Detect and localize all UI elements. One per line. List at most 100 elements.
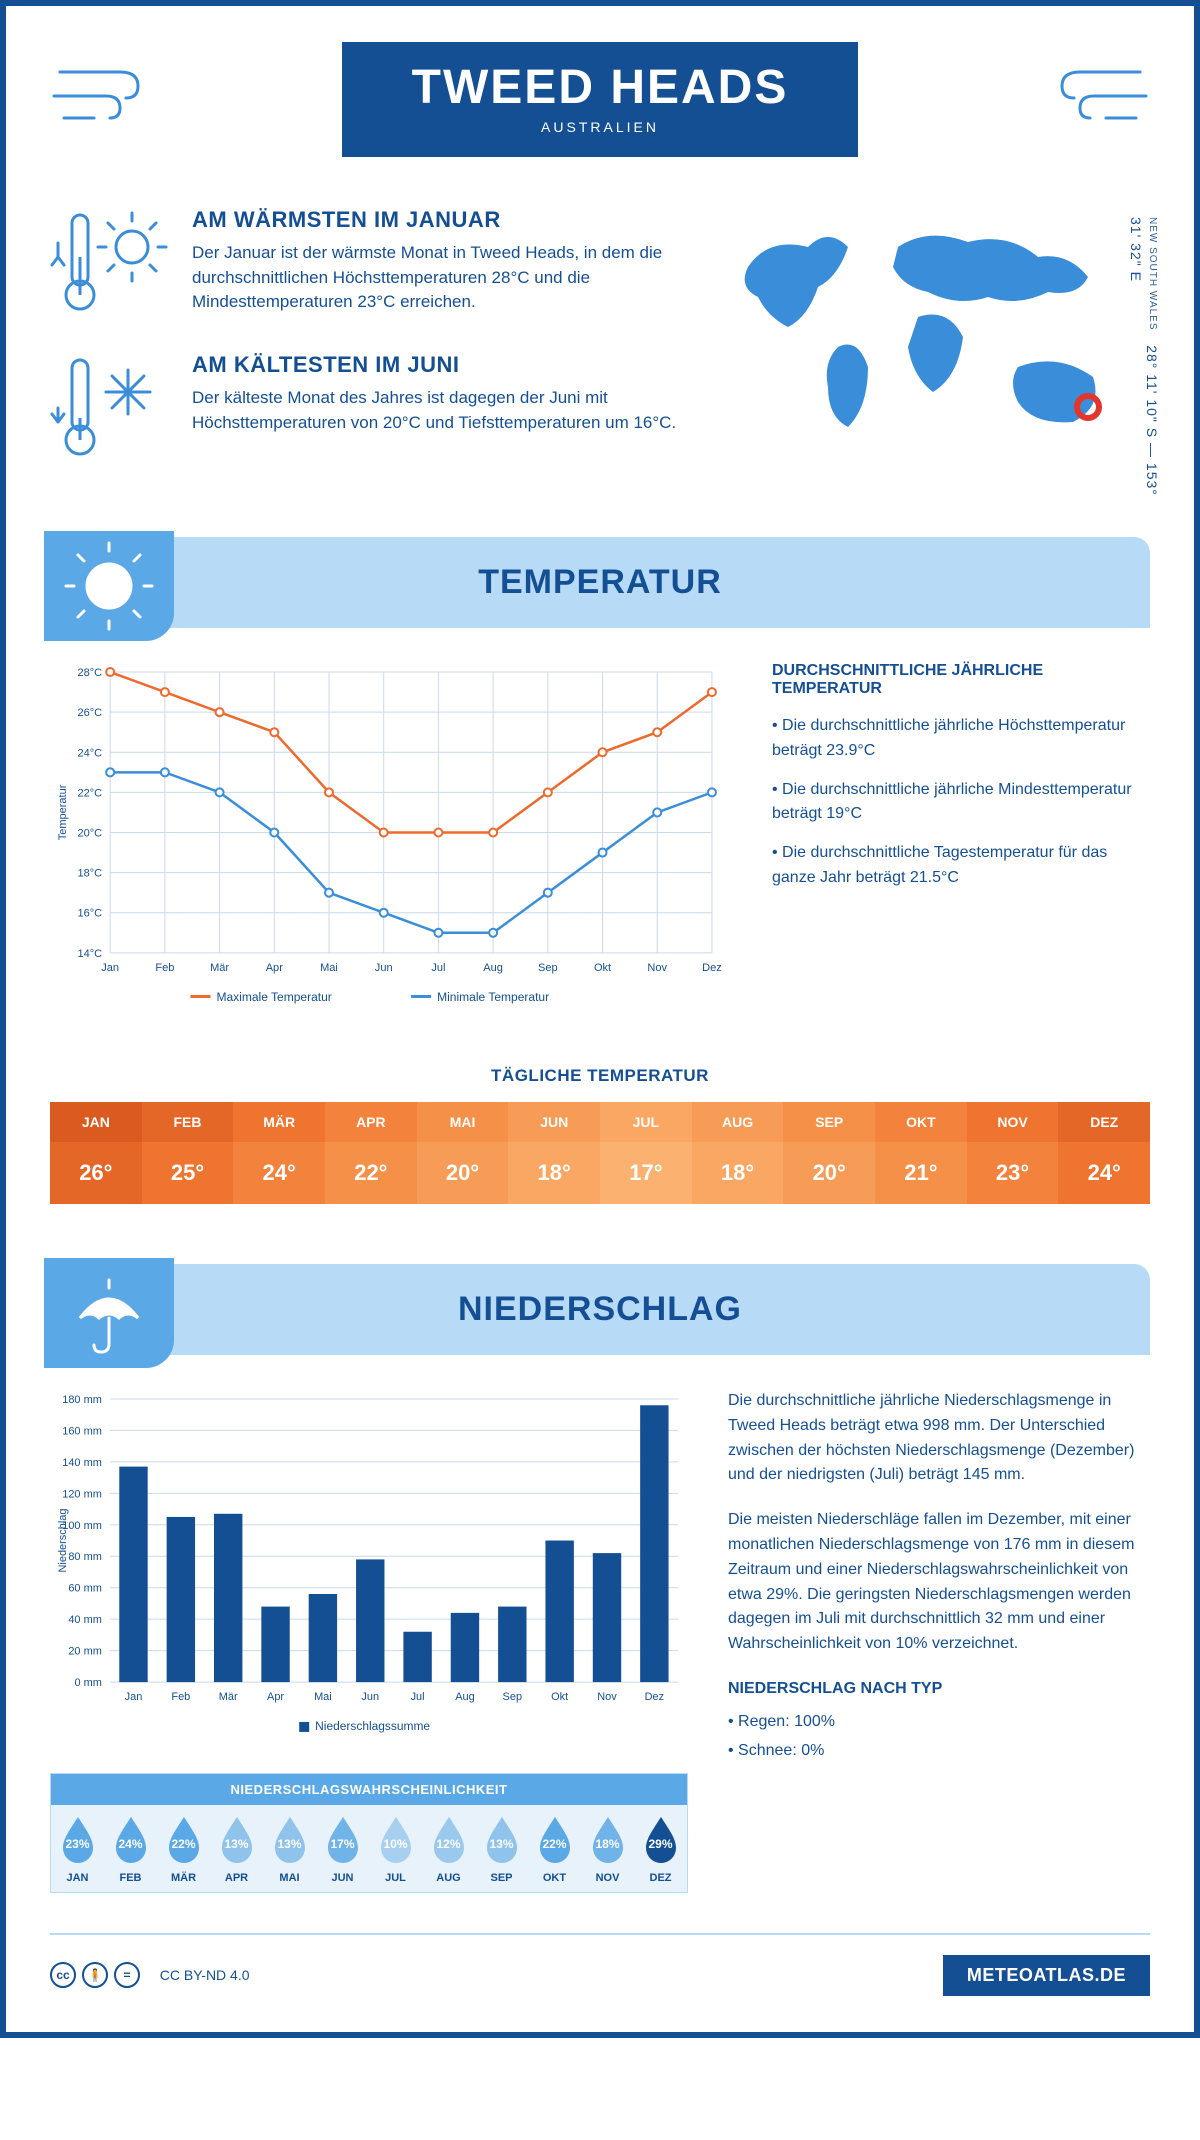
svg-text:Niederschlagssumme: Niederschlagssumme — [315, 1719, 430, 1733]
prob-title: NIEDERSCHLAGSWAHRSCHEINLICHKEIT — [51, 1774, 687, 1805]
prob-cell: 29% DEZ — [634, 1805, 687, 1892]
daily-cell: APR22° — [325, 1102, 417, 1204]
daily-cell: JUL17° — [600, 1102, 692, 1204]
coords-vertical: NEW SOUTH WALES 28° 11' 10" S — 153° 31'… — [1128, 217, 1160, 497]
temp-side-title: DURCHSCHNITTLICHE JÄHRLICHE TEMPERATUR — [772, 662, 1150, 698]
daily-cell: MÄR24° — [233, 1102, 325, 1204]
daily-value: 17° — [600, 1142, 692, 1204]
svg-text:Dez: Dez — [702, 962, 722, 974]
svg-text:Mai: Mai — [320, 962, 338, 974]
svg-text:18°C: 18°C — [78, 868, 103, 880]
by-icon: 🧍 — [82, 1962, 108, 1988]
daily-value: 25° — [142, 1142, 234, 1204]
svg-text:0 mm: 0 mm — [74, 1677, 101, 1689]
temperature-side: DURCHSCHNITTLICHE JÄHRLICHE TEMPERATUR •… — [772, 662, 1150, 1028]
svg-text:Feb: Feb — [171, 1691, 190, 1703]
svg-text:Aug: Aug — [483, 962, 503, 974]
prob-month: JAN — [51, 1872, 104, 1884]
country-subtitle: AUSTRALIEN — [412, 119, 789, 135]
temp-bullet: • Die durchschnittliche jährliche Mindes… — [772, 778, 1150, 828]
daily-value: 24° — [1058, 1142, 1150, 1204]
svg-text:80 mm: 80 mm — [68, 1551, 101, 1563]
fact-cold: AM KÄLTESTEN IM JUNI Der kälteste Monat … — [50, 352, 688, 467]
daily-month: AUG — [692, 1102, 784, 1142]
raindrop-icon: 22% — [536, 1815, 574, 1863]
daily-month: MAI — [417, 1102, 509, 1142]
daily-month: DEZ — [1058, 1102, 1150, 1142]
svg-text:60 mm: 60 mm — [68, 1583, 101, 1595]
daily-month: FEB — [142, 1102, 234, 1142]
daily-month: SEP — [783, 1102, 875, 1142]
prob-cell: 13% MAI — [263, 1805, 316, 1892]
fact-warm-title: AM WÄRMSTEN IM JANUAR — [192, 207, 688, 233]
wind-icon-left — [50, 52, 170, 143]
prob-value: 13% — [218, 1837, 256, 1851]
prob-cell: 18% NOV — [581, 1805, 634, 1892]
nied-para-1: Die durchschnittliche jährliche Niedersc… — [728, 1389, 1150, 1488]
daily-month: JUL — [600, 1102, 692, 1142]
cc-license: cc 🧍 = CC BY-ND 4.0 — [50, 1962, 250, 1988]
intro-map-col: NEW SOUTH WALES 28° 11' 10" S — 153° 31'… — [718, 207, 1150, 497]
prob-month: JUL — [369, 1872, 422, 1884]
daily-cell: AUG18° — [692, 1102, 784, 1204]
svg-text:Jan: Jan — [101, 962, 119, 974]
svg-text:16°C: 16°C — [78, 908, 103, 920]
fact-cold-title: AM KÄLTESTEN IM JUNI — [192, 352, 688, 378]
daily-cell: JAN26° — [50, 1102, 142, 1204]
prob-month: JUN — [316, 1872, 369, 1884]
sun-icon — [44, 531, 174, 641]
prob-month: APR — [210, 1872, 263, 1884]
temperature-chart: 14°C16°C18°C20°C22°C24°C26°C28°CJanFebMä… — [50, 662, 732, 1028]
svg-text:120 mm: 120 mm — [62, 1488, 102, 1500]
raindrop-icon: 18% — [589, 1815, 627, 1863]
svg-text:40 mm: 40 mm — [68, 1614, 101, 1626]
svg-text:Niederschlag: Niederschlag — [57, 1509, 69, 1573]
daily-temp-title: TÄGLICHE TEMPERATUR — [50, 1066, 1150, 1086]
raindrop-icon: 17% — [324, 1815, 362, 1863]
niederschlag-left: 0 mm20 mm40 mm60 mm80 mm100 mm120 mm140 … — [50, 1389, 688, 1893]
svg-text:Mär: Mär — [210, 962, 229, 974]
prob-value: 17% — [324, 1837, 362, 1851]
daily-temp-table: JAN26°FEB25°MÄR24°APR22°MAI20°JUN18°JUL1… — [50, 1102, 1150, 1204]
fact-warm-body: Der Januar ist der wärmste Monat in Twee… — [192, 241, 688, 315]
nied-type-line: • Regen: 100% — [728, 1710, 1150, 1735]
prob-cell: 17% JUN — [316, 1805, 369, 1892]
prob-month: AUG — [422, 1872, 475, 1884]
license-text: CC BY-ND 4.0 — [160, 1967, 250, 1983]
fact-warm: AM WÄRMSTEN IM JANUAR Der Januar ist der… — [50, 207, 688, 322]
raindrop-icon: 23% — [59, 1815, 97, 1863]
svg-text:Mai: Mai — [314, 1691, 332, 1703]
svg-text:14°C: 14°C — [78, 948, 103, 960]
daily-value: 23° — [967, 1142, 1059, 1204]
temperature-title: TEMPERATUR — [50, 563, 1150, 602]
daily-cell: NOV23° — [967, 1102, 1059, 1204]
nied-para-2: Die meisten Niederschläge fallen im Deze… — [728, 1508, 1150, 1657]
umbrella-icon — [44, 1258, 174, 1368]
prob-value: 29% — [642, 1837, 680, 1851]
nied-type-title: NIEDERSCHLAG NACH TYP — [728, 1677, 1150, 1702]
thermometer-sun-icon — [50, 207, 170, 322]
daily-value: 18° — [508, 1142, 600, 1204]
raindrop-icon: 13% — [483, 1815, 521, 1863]
raindrop-icon: 12% — [430, 1815, 468, 1863]
daily-value: 24° — [233, 1142, 325, 1204]
svg-text:Mär: Mär — [219, 1691, 238, 1703]
daily-value: 22° — [325, 1142, 417, 1204]
svg-text:Jul: Jul — [431, 962, 445, 974]
daily-value: 20° — [783, 1142, 875, 1204]
daily-cell: OKT21° — [875, 1102, 967, 1204]
niederschlag-title: NIEDERSCHLAG — [50, 1290, 1150, 1329]
nied-type-line: • Schnee: 0% — [728, 1739, 1150, 1764]
prob-value: 18% — [589, 1837, 627, 1851]
prob-cell: 13% APR — [210, 1805, 263, 1892]
daily-cell: FEB25° — [142, 1102, 234, 1204]
prob-value: 22% — [165, 1837, 203, 1851]
daily-value: 20° — [417, 1142, 509, 1204]
niederschlag-text: Die durchschnittliche jährliche Niedersc… — [728, 1389, 1150, 1893]
prob-cell: 24% FEB — [104, 1805, 157, 1892]
daily-value: 26° — [50, 1142, 142, 1204]
svg-text:Jul: Jul — [411, 1691, 425, 1703]
prob-cell: 23% JAN — [51, 1805, 104, 1892]
svg-text:Jun: Jun — [375, 962, 393, 974]
svg-text:Apr: Apr — [266, 962, 283, 974]
